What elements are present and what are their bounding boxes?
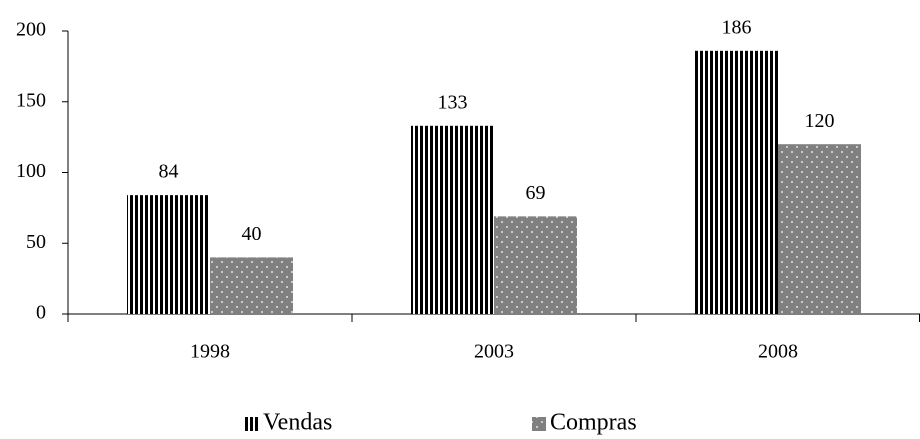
data-label: 40 bbox=[242, 223, 262, 245]
data-label: 84 bbox=[159, 161, 179, 183]
y-tick-label: 50 bbox=[26, 231, 46, 253]
bar bbox=[127, 195, 210, 314]
data-label: 69 bbox=[526, 182, 546, 204]
data-label: 186 bbox=[722, 16, 752, 38]
x-tick-label: 1998 bbox=[190, 341, 230, 363]
y-tick-label: 200 bbox=[16, 19, 46, 41]
x-tick-label: 2003 bbox=[474, 341, 514, 363]
y-tick-label: 150 bbox=[16, 89, 46, 111]
y-tick-label: 100 bbox=[16, 160, 46, 182]
bar bbox=[494, 216, 577, 314]
bar bbox=[778, 144, 861, 314]
legend-label: Compras bbox=[550, 410, 637, 436]
legend-swatch bbox=[532, 417, 546, 431]
data-label: 133 bbox=[438, 91, 468, 113]
bar bbox=[210, 257, 293, 314]
x-tick-label: 2008 bbox=[758, 341, 798, 363]
legend-label: Vendas bbox=[263, 410, 332, 436]
bar bbox=[411, 125, 494, 315]
legend-swatch bbox=[245, 417, 259, 431]
bar bbox=[695, 50, 778, 315]
y-tick-label: 0 bbox=[36, 302, 46, 324]
data-label: 120 bbox=[805, 110, 835, 132]
